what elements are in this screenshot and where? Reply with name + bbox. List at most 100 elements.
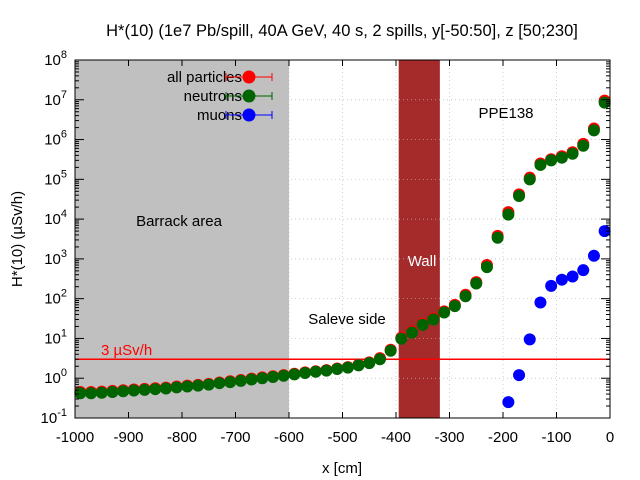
x-tick-label: -500 [327, 429, 357, 446]
x-tick-label: -900 [113, 429, 143, 446]
x-tick-label: -600 [274, 429, 304, 446]
point-neutrons [106, 386, 119, 399]
point-neutrons [224, 376, 237, 389]
wall-region [398, 60, 440, 418]
legend-entry-neutrons: neutrons [184, 88, 273, 105]
reference-line-label: 3 µSv/h [101, 342, 152, 359]
point-neutrons [149, 383, 162, 396]
y-tick-label: 105 [44, 168, 67, 188]
point-neutrons [470, 277, 483, 290]
legend-entry-muons: muons [197, 107, 273, 124]
point-neutrons [566, 147, 579, 160]
point-neutrons [406, 326, 419, 339]
point-neutrons [448, 300, 461, 313]
point-neutrons [341, 361, 354, 374]
point-neutrons [416, 318, 429, 331]
wall-label: Wall [408, 253, 437, 270]
y-tick-label: 102 [44, 288, 67, 308]
point-muons [545, 279, 558, 292]
x-axis-label: x [cm] [322, 460, 362, 477]
legend-marker-all-particles [242, 70, 256, 84]
point-neutrons [427, 313, 440, 326]
point-muons [566, 270, 579, 283]
point-neutrons [266, 371, 279, 384]
saleve-side-label: Saleve side [308, 311, 386, 328]
point-neutrons [234, 374, 247, 387]
x-tick-label: -300 [434, 429, 464, 446]
legend-label-all-particles: all particles [167, 69, 242, 86]
point-neutrons [256, 372, 269, 385]
point-neutrons [598, 96, 611, 109]
axis-ticks: -1000 -900 -800 -700 -600 -500 -400 -300 -200 -10… [41, 49, 615, 446]
y-tick-label: 107 [44, 89, 67, 109]
x-tick-label: -400 [381, 429, 411, 446]
point-neutrons [438, 306, 451, 319]
point-neutrons [127, 384, 140, 397]
point-neutrons [395, 332, 408, 345]
y-tick-label: 101 [44, 327, 67, 347]
point-neutrons [480, 261, 493, 274]
point-neutrons [320, 364, 333, 377]
y-tick-label: 106 [44, 129, 67, 149]
point-neutrons [277, 369, 290, 382]
point-muons [555, 273, 568, 286]
point-neutrons [331, 363, 344, 376]
ppe138-label: PPE138 [478, 105, 533, 122]
point-neutrons [587, 124, 600, 137]
legend-marker-neutrons [242, 89, 256, 103]
x-tick-label: -100 [541, 429, 571, 446]
x-tick-label: -800 [167, 429, 197, 446]
legend-marker-muons [242, 108, 256, 122]
legend: all particles neutrons muons [167, 69, 273, 124]
point-neutrons [95, 386, 108, 399]
point-muons [577, 264, 590, 277]
point-neutrons [363, 357, 376, 370]
point-neutrons [502, 208, 515, 221]
point-neutrons [545, 154, 558, 167]
y-tick-label: 104 [44, 208, 67, 228]
legend-label-neutrons: neutrons [184, 88, 242, 105]
chart-title: H*(10) (1e7 Pb/spill, 40A GeV, 40 s, 2 s… [106, 22, 578, 40]
point-neutrons [491, 231, 504, 244]
legend-label-muons: muons [197, 107, 242, 124]
point-muons [523, 333, 536, 346]
point-neutrons [384, 344, 397, 357]
point-neutrons [523, 173, 536, 186]
point-neutrons [459, 290, 472, 303]
point-neutrons [192, 379, 205, 392]
point-neutrons [577, 139, 590, 152]
x-tick-label: -1000 [56, 429, 94, 446]
point-neutrons [373, 353, 386, 366]
point-muons [587, 249, 600, 262]
point-neutrons [138, 383, 151, 396]
point-neutrons [117, 385, 130, 398]
y-tick-label: 10-1 [41, 407, 67, 427]
point-neutrons [213, 377, 226, 390]
data-points [74, 94, 611, 409]
y-tick-label: 108 [44, 49, 67, 69]
y-tick-label: 103 [44, 248, 67, 268]
point-neutrons [181, 380, 194, 393]
point-neutrons [170, 381, 183, 394]
point-neutrons [352, 359, 365, 372]
x-tick-label: -200 [488, 429, 518, 446]
barrack-area-label: Barrack area [136, 213, 223, 230]
point-neutrons [245, 373, 258, 386]
x-tick-label: 0 [606, 429, 614, 446]
y-tick-label: 100 [44, 367, 67, 387]
point-neutrons [159, 382, 172, 395]
point-neutrons [555, 151, 568, 164]
point-neutrons [513, 190, 526, 203]
point-muons [513, 369, 526, 382]
point-neutrons [299, 367, 312, 380]
point-neutrons [309, 365, 322, 378]
point-neutrons [85, 387, 98, 400]
point-neutrons [288, 368, 301, 381]
point-neutrons [534, 158, 547, 171]
y-axis-label: H*(10) (µSv/h) [9, 191, 26, 287]
point-muons [534, 296, 547, 309]
point-muons [502, 396, 515, 409]
series-muons [502, 225, 611, 409]
x-tick-label: -700 [220, 429, 250, 446]
